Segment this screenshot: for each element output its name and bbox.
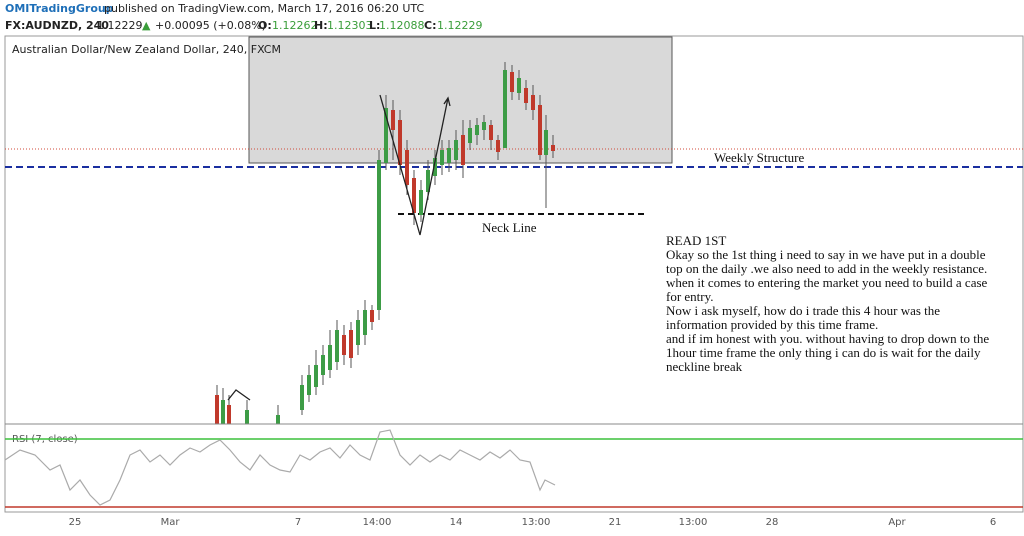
note-line: Okay so the 1st thing i need to say in w… [666,247,986,262]
x-axis-label: Mar [161,517,181,528]
note-line: 1hour time frame the only thing i can do… [666,345,981,360]
neck-label: Neck Line [482,220,537,235]
note-title: READ 1ST [666,233,726,248]
symbol: FX:AUDNZD, 240 [5,19,109,32]
rsi-line [4,429,556,506]
low-label: L: [369,19,380,32]
high-label: H: [314,19,328,32]
open-label: O: [258,19,272,32]
close-label: C: [424,19,436,32]
x-axis-label: 6 [990,517,996,528]
close: 1.12229 [437,19,483,32]
x-axis-label: 7 [295,517,301,528]
pane-title: Australian Dollar/New Zealand Dollar, 24… [12,43,281,56]
x-axis-label: 21 [609,517,622,528]
change: +0.00095 (+0.08%) [155,19,266,32]
published: published on TradingView.com, March 17, … [104,2,424,15]
low: 1.12088 [379,19,425,32]
note-line: and if im honest with you. without havin… [666,331,989,346]
chart-frame [4,35,1024,513]
x-axis-label: 14 [450,517,463,528]
open: 1.12262 [272,19,318,32]
note-line: neckline break [666,359,743,374]
price: 1.12229 [97,19,143,32]
note-body: Okay so the 1st thing i need to say in w… [666,247,989,374]
note-line: for entry. [666,289,714,304]
pattern-arrows [227,94,451,401]
x-axis: 25 Mar 7 14:00 14 13:00 21 13:00 28 Apr 6 [69,517,997,528]
weekly-zone [248,36,673,164]
note-line: top on the daily .we also need to add in… [666,261,987,276]
note-line: Now i ask myself, how do i trade this 4 … [666,303,940,318]
x-axis-label: 13:00 [679,517,708,528]
x-axis-label: 14:00 [363,517,392,528]
note-line: information provided by this time frame. [666,317,878,332]
x-axis-label: Apr [888,517,906,528]
note-line: when it comes to entering the market you… [666,275,988,290]
arrow: ▲ [142,19,151,32]
x-axis-label: 28 [766,517,779,528]
x-axis-label: 25 [69,517,82,528]
author[interactable]: OMITradingGroup [5,2,114,15]
weekly-label: Weekly Structure [714,150,805,165]
high: 1.12303 [327,19,373,32]
candles [215,62,555,424]
x-axis-label: 13:00 [522,517,551,528]
